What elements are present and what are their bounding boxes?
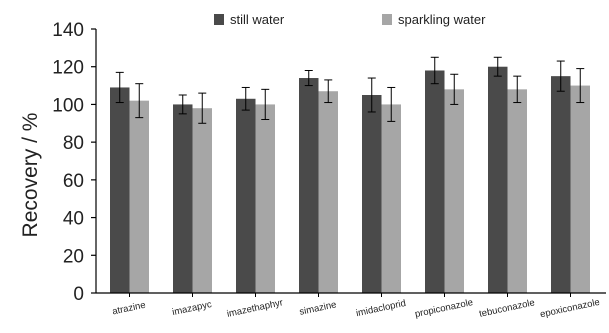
bar xyxy=(507,89,527,293)
bar xyxy=(318,91,338,293)
y-tick-label: 140 xyxy=(52,20,84,41)
y-tick-label: 0 xyxy=(73,284,84,305)
legend-label: sparkling water xyxy=(398,12,486,27)
x-category-label: tebuconazole xyxy=(478,297,536,320)
bar xyxy=(362,95,382,293)
y-tick-label: 60 xyxy=(63,171,84,192)
bar xyxy=(173,104,193,293)
y-tick-label: 40 xyxy=(63,209,84,230)
bar xyxy=(110,87,130,293)
y-axis-label: Recovery / % xyxy=(19,113,42,238)
bars xyxy=(110,66,590,294)
x-category-label: propiconazole xyxy=(414,297,474,320)
legend-swatch xyxy=(382,14,392,25)
bar xyxy=(236,98,256,294)
bar xyxy=(551,76,571,294)
bar xyxy=(425,70,445,293)
legend: still water sparkling water xyxy=(214,12,486,27)
x-category-label: atrazine xyxy=(111,300,146,318)
bar xyxy=(255,104,275,293)
bar xyxy=(444,89,464,293)
error-bars xyxy=(115,56,585,124)
y-tick-label: 120 xyxy=(52,58,84,79)
y-tick-label: 80 xyxy=(63,133,84,154)
x-category-label: imazapyc xyxy=(171,299,213,318)
bar xyxy=(488,66,508,293)
y-tick-label: 20 xyxy=(63,246,84,267)
bar xyxy=(570,85,590,293)
bar xyxy=(299,78,319,294)
x-category-label: epoxiconazole xyxy=(539,297,601,320)
x-category-label: imazethaphyr xyxy=(226,297,284,320)
x-category-label: imidacloprid xyxy=(355,298,407,319)
legend-label: still water xyxy=(230,12,285,27)
y-tick-label: 100 xyxy=(52,95,84,116)
x-axis-category-labels: atrazine imazapyc imazethaphyr simazine imid… xyxy=(111,293,601,320)
bar xyxy=(129,100,149,294)
legend-swatch xyxy=(214,14,224,25)
bar xyxy=(381,104,401,293)
bar xyxy=(192,108,212,293)
x-category-label: simazine xyxy=(298,299,337,318)
y-axis-ticks: 0 20 40 60 80 100 120 140 xyxy=(52,20,96,305)
